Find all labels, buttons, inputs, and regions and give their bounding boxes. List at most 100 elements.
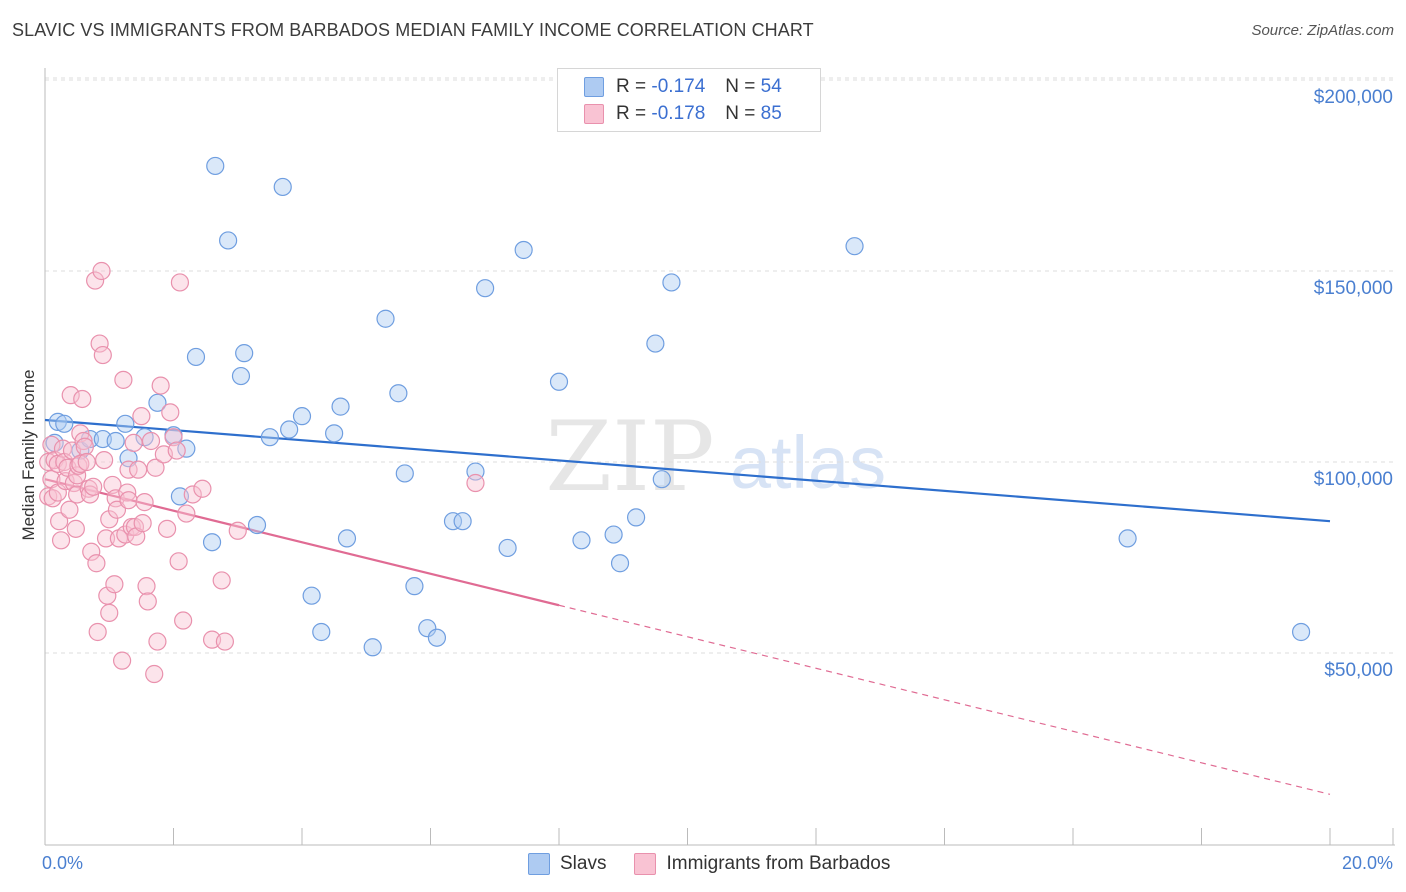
legend-n-value-slavs: 54 [760,76,782,97]
point-barbados [170,273,190,292]
y-tick-label: $200,000 [1314,87,1393,108]
point-barbados [135,493,154,512]
point-slavs [202,533,222,552]
point-barbados [146,458,165,477]
point-slavs [55,414,74,433]
point-slavs [331,397,350,416]
legend-r-label: R = [616,76,647,97]
point-barbados [114,370,133,389]
point-slavs [646,334,665,353]
point-barbados [92,261,111,281]
point-barbados [112,651,132,670]
point-slavs [418,619,437,638]
point-barbados [87,554,106,573]
point-slavs [376,309,395,328]
chart-title: SLAVIC VS IMMIGRANTS FROM BARBADOS MEDIA… [12,20,814,40]
point-barbados [42,435,61,454]
point-barbados [60,500,79,519]
y-tick-label: $50,000 [1324,660,1393,681]
point-barbados [100,510,119,529]
series-legend: Slavs Immigrants from Barbados [528,851,918,877]
point-barbados [177,504,196,523]
point-slavs [325,424,344,443]
point-slavs [219,231,238,250]
point-barbados [118,483,137,502]
point-slavs [337,529,357,548]
point-slavs [292,407,312,426]
point-barbados [137,577,156,596]
point-barbados [75,437,94,456]
point-barbados [84,477,103,496]
trend-line-barbados-extension [558,604,1331,795]
point-barbados [151,376,170,395]
point-barbados [74,431,93,451]
point-barbados [119,460,138,479]
point-slavs [443,512,463,531]
source-label: Source: ZipAtlas.com [1251,22,1394,39]
point-barbados [212,571,231,590]
watermark-zip: ZIP [545,401,714,513]
axes [44,68,1395,846]
point-barbados [68,485,87,504]
point-slavs [395,464,414,483]
trend-line-slavs [44,418,1331,523]
point-barbados [138,592,157,611]
point-slavs [247,515,267,535]
point-barbados [50,512,69,531]
series-swatch-slavs [528,853,550,875]
legend-n-label: N = [725,103,756,124]
point-slavs [1291,622,1311,642]
point-barbados [161,403,180,422]
point-slavs [549,372,569,391]
point-barbados [95,450,114,470]
series-swatch-barbados [634,853,657,875]
legend: R = -0.174 N = 54 R = -0.178 N = 85 [557,68,821,132]
point-slavs [572,531,591,550]
series-legend-slavs[interactable]: Slavs [528,853,606,875]
point-barbados [183,485,202,504]
point-slavs [280,420,299,439]
point-barbados [148,632,167,651]
point-slavs [1118,529,1137,548]
point-barbados [133,514,152,533]
point-slavs [302,586,321,605]
point-barbados [90,334,109,353]
legend-swatch-barbados [584,104,604,124]
legend-r-value-barbados: -0.178 [651,103,706,124]
point-barbados [43,489,62,508]
point-slavs [231,366,251,386]
watermark: ZIP atlas [545,401,886,513]
point-barbados [164,428,183,447]
point-barbados [141,431,161,451]
y-tick-label: $100,000 [1314,469,1393,490]
point-barbados [68,466,87,485]
point-barbados [132,407,151,426]
point-slavs [363,638,382,657]
point-slavs [626,508,646,527]
point-slavs [427,628,447,647]
point-barbados [100,603,119,622]
point-slavs [652,470,671,489]
point-barbados [228,521,247,540]
point-barbados [145,664,164,684]
y-tick-label: $150,000 [1314,278,1393,299]
point-barbados [71,454,90,474]
point-barbados [157,519,177,538]
series-name-slavs: Slavs [560,853,607,874]
point-barbados [77,452,96,472]
legend-n-value-barbados: 85 [760,103,782,124]
point-slavs [186,347,206,367]
tick-labels: $50,000 $100,000 $150,000 $200,000 0.0% 20.0% [42,87,1393,873]
point-barbados [82,542,101,561]
point-slavs [48,412,67,431]
point-slavs [106,431,125,451]
point-barbados [169,552,188,571]
point-slavs [405,577,424,596]
x-tick-label-min: 0.0% [42,853,83,873]
series-legend-barbados[interactable]: Immigrants from Barbados [634,853,890,875]
point-slavs [845,237,864,256]
legend-n-label: N = [725,76,756,97]
legend-row-barbados: R = -0.178 N = 85 [584,101,782,127]
point-barbados [193,479,212,498]
